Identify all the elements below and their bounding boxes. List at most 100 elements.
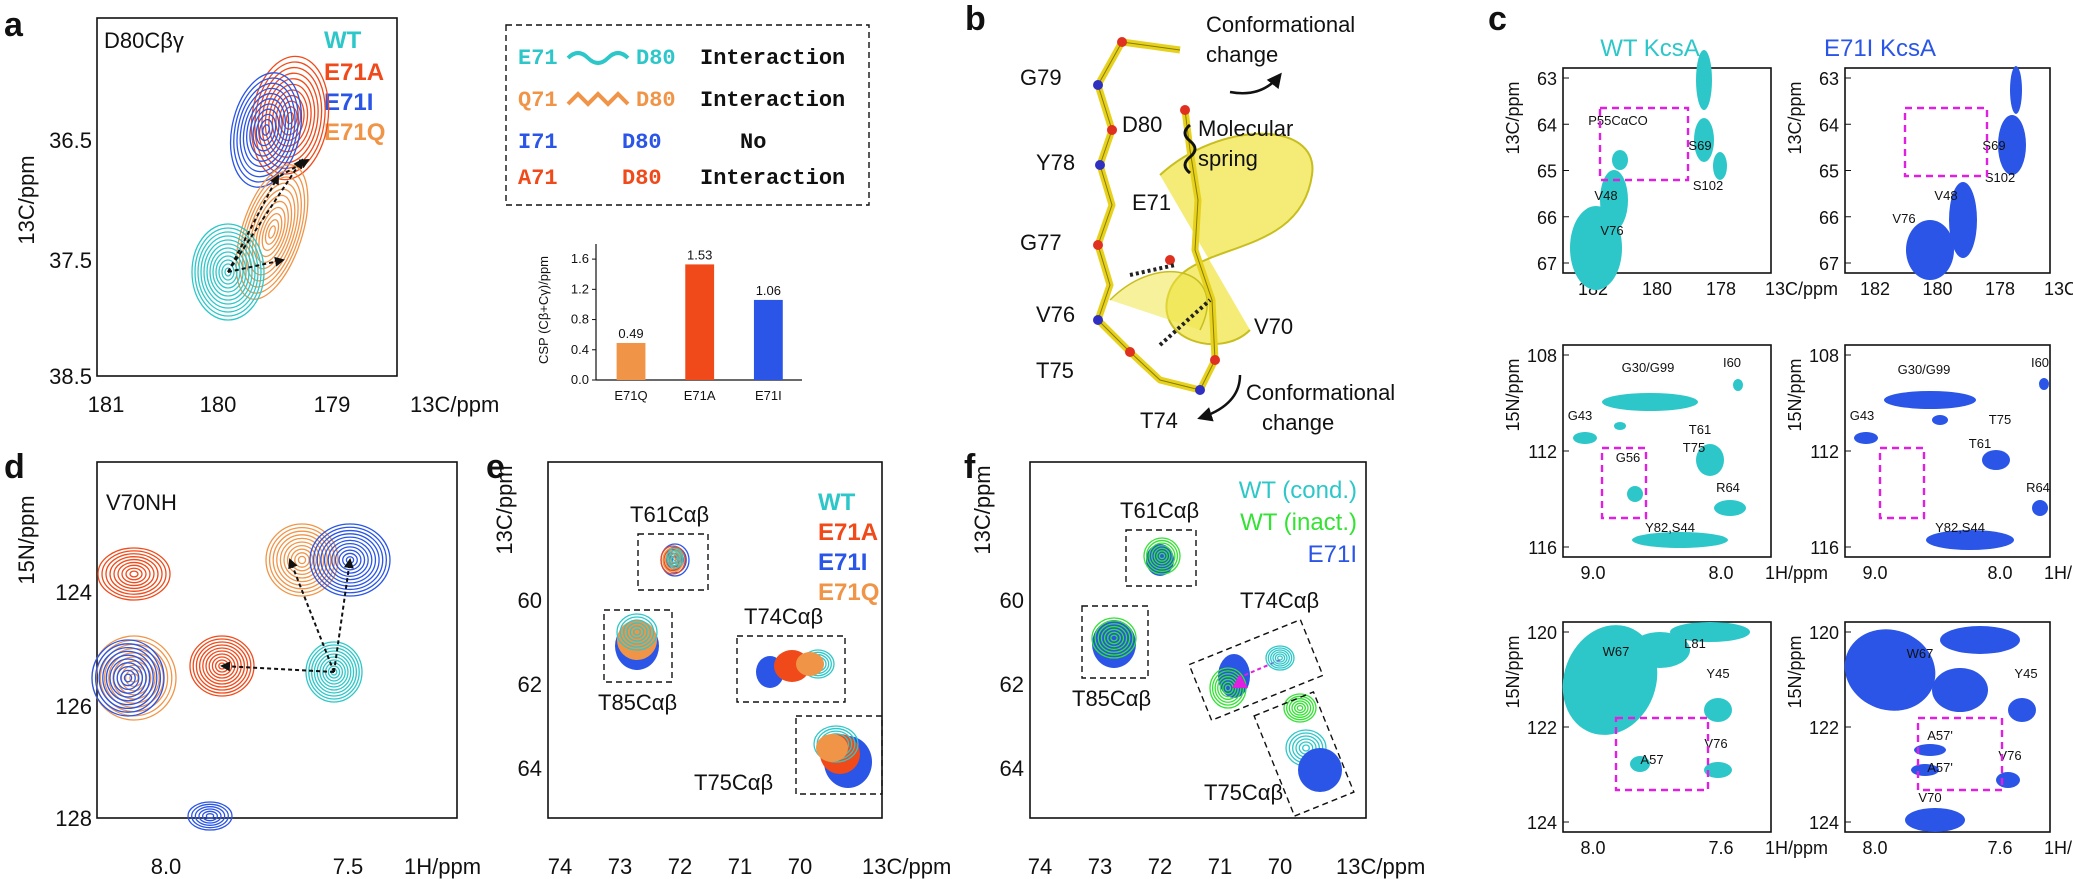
shift-marker [1232,674,1248,688]
peak-label: Y82,S44 [1935,520,1985,535]
e71i-contour [98,646,158,710]
peak-blob [1630,756,1650,772]
peak-label: W67 [1907,646,1934,661]
ytick-f-64: 64 [1000,756,1024,781]
ytick-a-365: 36.5 [49,128,92,153]
wt-contour [670,552,680,564]
xtick-f-71: 71 [1208,854,1232,879]
e71q-contour [124,668,144,688]
res-d80: D80 [1122,112,1162,137]
e71i-contour [236,82,296,178]
xtick-label: 180 [1922,279,1952,299]
e-legend-wt: WT [818,489,856,516]
panel-e-contours [615,543,872,788]
conf-bottom-line1: Conformational [1246,380,1395,405]
peak-label: V48 [1934,188,1957,203]
e71i-contour [198,808,222,824]
wt-contour [327,665,341,679]
bar-ytick-label: 0.4 [571,342,589,357]
peak-label: V76 [1892,211,1915,226]
peak-label: V76 [1600,223,1623,238]
ytick-label: 108 [1527,346,1557,366]
e-box-t61 [637,533,709,591]
row2-left: Q71 [518,88,558,113]
xtick-e-74: 74 [548,854,572,879]
ytick-label: 112 [1528,442,1557,462]
xtick-f-73: 73 [1088,854,1112,879]
panel-d-arrows [220,558,354,673]
peak-blob [1914,744,1946,756]
f-box-t85 [1081,605,1149,679]
ylabel-a: 13C/ppm [14,155,39,244]
arrow-a-3 [227,256,285,273]
wt-inact-contour [1103,628,1125,648]
f-box-t74 [1188,618,1324,722]
e71i-contour [187,801,233,831]
bar-value-label: 1.06 [756,283,781,298]
xtick-label: 180 [1642,279,1672,299]
wt-inact-contour [1110,634,1118,642]
row4-right: D80 [622,166,662,191]
peak-blob [1694,118,1714,162]
panel-a-title: D80Cβγ [104,28,184,53]
xlabel: 13C/ppm [2044,279,2073,299]
peak-label: G56 [1616,450,1641,465]
e71a-contour [660,545,686,575]
panel-a-legend: WT E71A E71I E71Q [324,27,385,146]
xtick-label: 8.0 [1987,563,2012,583]
highlight-box [1600,446,1648,520]
xlabel-d: 1H/ppm [404,854,481,879]
wt-inact-contour [1094,620,1134,656]
e71i-contour [123,673,133,683]
res-g79: G79 [1020,65,1062,90]
highlight-box [1878,446,1926,520]
peak-blob [1884,391,1976,409]
oxygen-atom [1117,37,1127,47]
ytick-f-60: 60 [1000,588,1024,613]
wt-contour [319,656,349,688]
panel-letter-f: f [964,448,976,486]
xtick-f-72: 72 [1148,854,1172,879]
peak-blob [1844,629,1936,711]
e71i-contour [205,813,215,819]
interaction-box: E71 D80 Interaction Q71 D80 Interaction … [505,24,870,206]
peak-blob [1713,152,1727,180]
wt-contour [203,239,253,305]
e71q-contour [272,530,332,590]
xtick-e-71: 71 [728,854,752,879]
peak-label: T75 [1683,440,1705,455]
bar-value-label: 1.53 [687,247,712,262]
hbond-1 [1129,263,1176,277]
peak-label: S102 [1693,178,1723,193]
xtick-label: 8.0 [1862,838,1887,858]
peak-blob [1926,530,2014,550]
xtick-label: 178 [1985,279,2015,299]
peak-blob [2032,500,2048,516]
oxygen-atom [1180,105,1190,115]
bar-ylabel: CSP (Cβ+Cγ)/ppm [536,256,551,364]
wt-contour [668,549,682,567]
e71i-contour [255,113,277,147]
conf-bottom-line2: change [1262,410,1334,435]
peak-blob [1854,432,1878,444]
ytick-label: 112 [1810,442,1839,462]
e71q-contour [108,652,160,704]
e-legend-e71i: E71I [818,549,867,576]
spring-line1: Molecular [1198,116,1293,141]
highlight-box [1916,716,2004,792]
legend-e71a: E71A [324,59,384,86]
peak-blob [1627,486,1643,502]
panel-a-contours [191,55,330,321]
e71q-contour [286,544,318,576]
zigzag-connector-2 [566,91,630,107]
e71q-contour [294,552,310,568]
wt-contour [218,259,238,285]
peak-label: I60 [2031,355,2049,370]
peak-label: R64 [1716,480,1740,495]
wt-contour [619,616,655,648]
peak-blob [1704,762,1732,778]
row4-left: A71 [518,166,558,191]
peak-label: T61 [1689,422,1711,437]
wt-inact-contour [1151,545,1173,567]
